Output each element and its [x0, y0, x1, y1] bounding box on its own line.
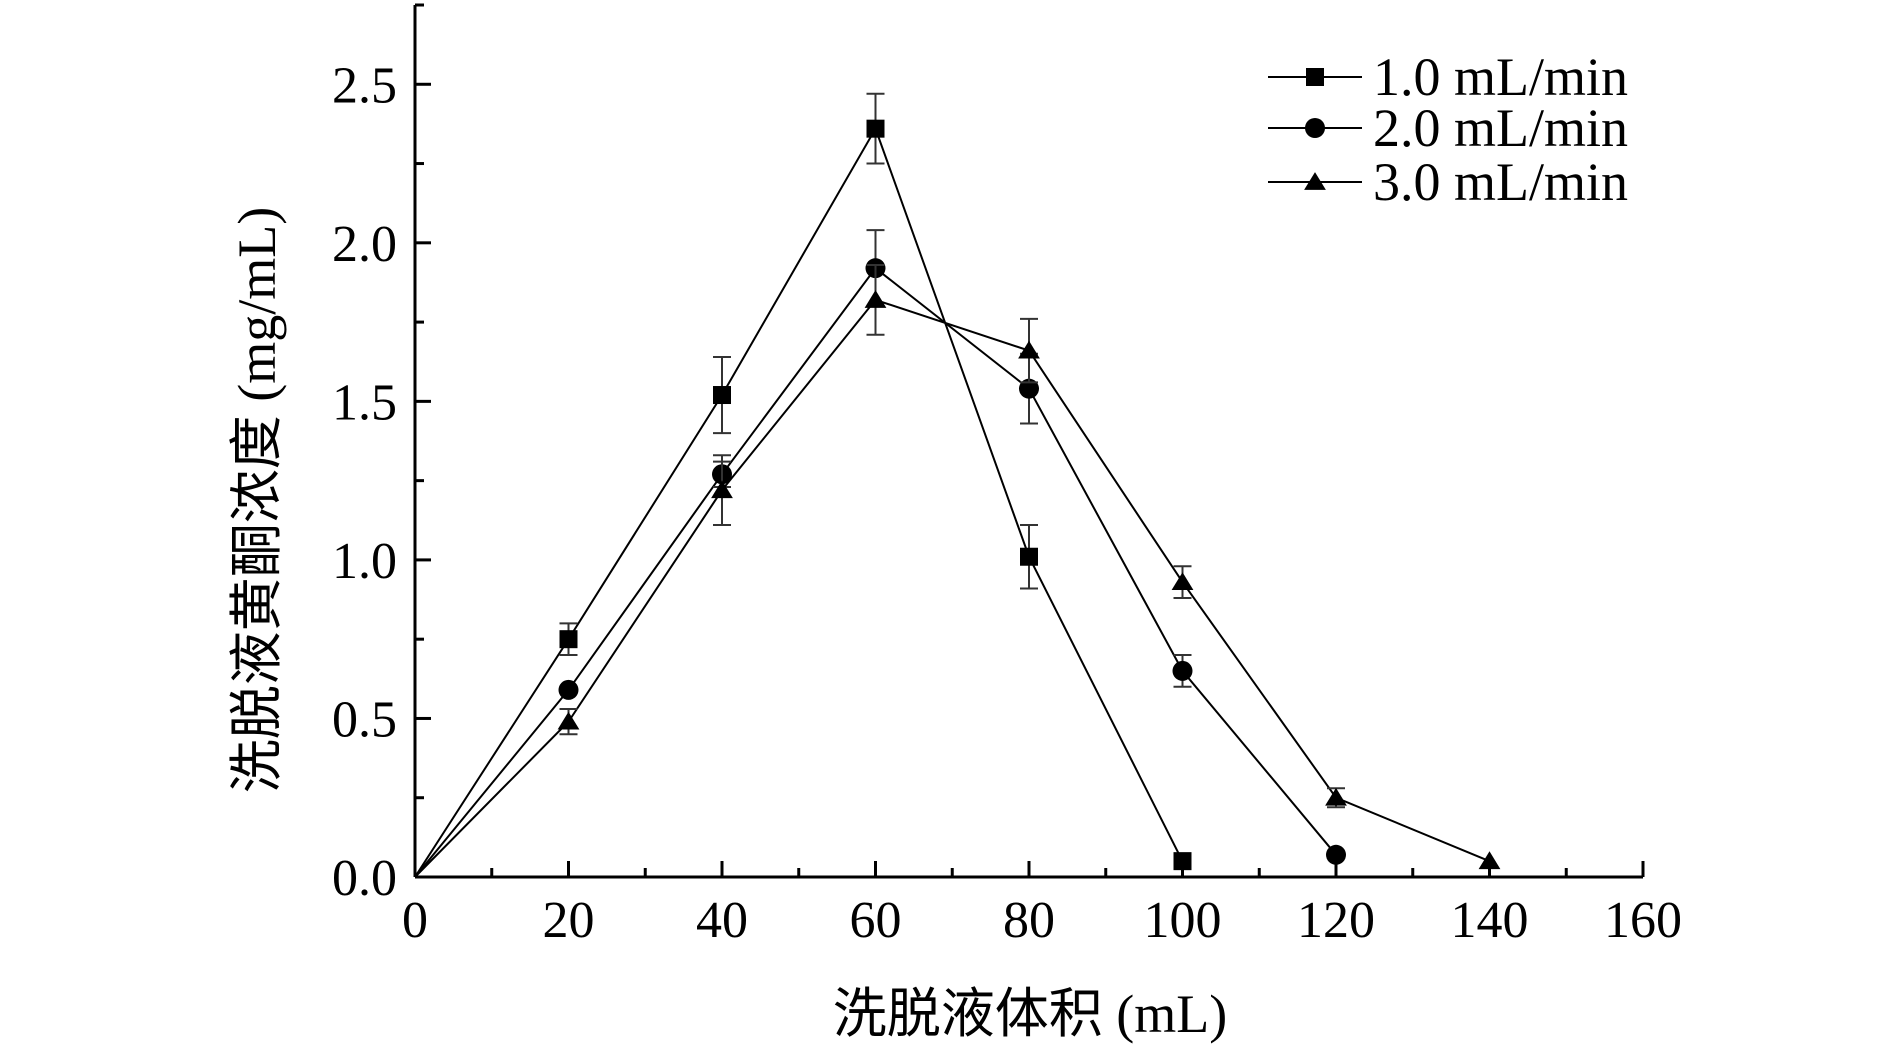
- data-point: [557, 711, 580, 730]
- y-tick-label: 0.5: [332, 691, 397, 748]
- y-axis-label: 洗脱液黄酮浓度 (mg/mL): [227, 207, 287, 793]
- legend-label: 3.0 mL/min: [1373, 152, 1628, 212]
- y-tick-label: 2.5: [332, 57, 397, 114]
- x-tick-label: 120: [1297, 892, 1375, 949]
- legend-label: 2.0 mL/min: [1373, 98, 1628, 158]
- data-point: [559, 630, 578, 649]
- axes: 0 20 40 60 80 100 120 140 160 0.0 0.5 1.0 1.5 2.0 2.5: [332, 3, 1682, 949]
- data-point: [1326, 844, 1346, 865]
- x-tick-label: 20: [543, 892, 595, 949]
- legend-item: 3.0 mL/min: [1268, 152, 1628, 212]
- x-tick-label: 0: [402, 892, 428, 949]
- series-line: [414, 298, 1490, 878]
- series-triangle: [414, 264, 1501, 878]
- data-point: [1018, 340, 1040, 359]
- data-point: [1171, 572, 1194, 591]
- data-point: [864, 289, 887, 308]
- series-line: [414, 266, 1337, 878]
- data-point: [1020, 547, 1038, 566]
- x-axis-label: 洗脱液体积 (mL): [833, 984, 1227, 1044]
- data-point: [558, 679, 579, 700]
- x-tick-label: 160: [1604, 892, 1682, 949]
- legend-marker: [1306, 68, 1324, 86]
- data-point: [1019, 378, 1039, 399]
- legend-item: 2.0 mL/min: [1268, 98, 1628, 158]
- series-line: [414, 126, 1184, 878]
- y-tick-label: 0.0: [332, 850, 397, 907]
- data-point: [1172, 660, 1193, 681]
- legend-label: 1.0 mL/min: [1373, 47, 1628, 107]
- x-tick-label: 60: [850, 892, 902, 949]
- x-tick-label: 100: [1144, 892, 1222, 949]
- legend-item: 1.0 mL/min: [1268, 47, 1628, 107]
- data-point: [866, 119, 885, 138]
- x-tick-label: 40: [696, 892, 748, 949]
- x-tick-label: 140: [1451, 892, 1529, 949]
- legend-marker: [1305, 118, 1325, 138]
- x-tick-label: 80: [1003, 892, 1055, 949]
- series-layer: [414, 92, 1501, 878]
- data-point: [1173, 852, 1192, 871]
- y-tick-label: 2.0: [332, 216, 397, 273]
- y-tick-label: 1.5: [332, 374, 397, 431]
- series-square: [414, 92, 1192, 878]
- series-circle: [414, 229, 1346, 878]
- legend-marker: [1304, 172, 1326, 190]
- y-tick-label: 1.0: [332, 533, 397, 590]
- data-point: [1325, 787, 1347, 806]
- data-point: [1478, 851, 1501, 870]
- data-point: [711, 480, 733, 499]
- data-point: [713, 386, 731, 405]
